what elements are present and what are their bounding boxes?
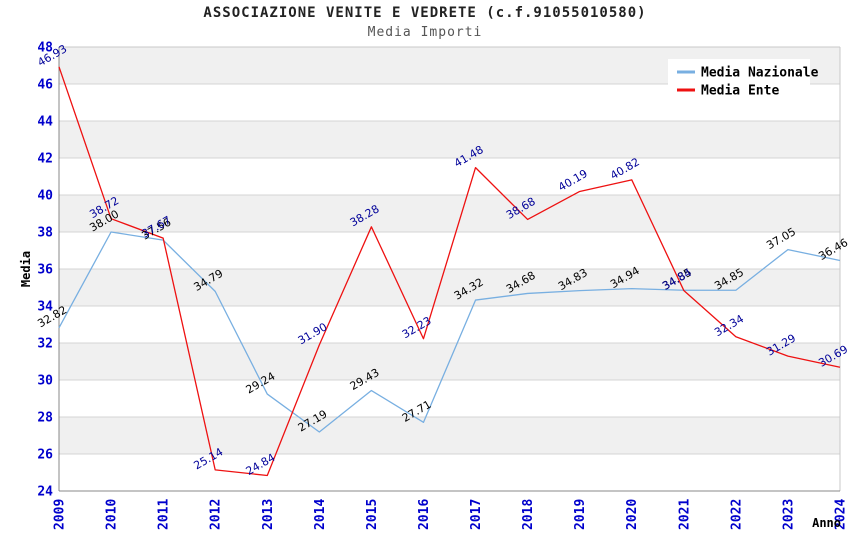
y-tick-label: 42 (37, 152, 53, 167)
plot-band (59, 417, 840, 454)
x-tick-label: 2011 (157, 499, 172, 530)
point-label-1: 40.82 (608, 155, 642, 182)
y-axis-title: Media (19, 251, 33, 287)
point-label-1: 24.84 (244, 451, 278, 478)
x-tick-label: 2009 (53, 499, 68, 530)
x-tick-label: 2019 (573, 499, 588, 530)
x-tick-label: 2016 (417, 499, 432, 530)
legend-label-0: Media Nazionale (701, 66, 819, 81)
x-tick-label: 2015 (365, 499, 380, 530)
series-line-0 (58, 231, 841, 433)
y-tick-label: 44 (37, 115, 53, 130)
y-tick-label: 34 (37, 300, 53, 315)
x-tick-label: 2017 (469, 499, 484, 530)
series-line-1 (58, 66, 841, 477)
x-tick-label: 2014 (313, 499, 328, 530)
x-tick-label: 2010 (105, 499, 120, 530)
y-tick-label: 46 (37, 78, 53, 93)
x-tick-label: 2013 (261, 499, 276, 530)
y-tick-label: 24 (37, 485, 53, 500)
plot-band (59, 195, 840, 232)
x-tick-label: 2021 (677, 499, 692, 530)
chart-title: ASSOCIAZIONE VENITE E VEDRETE (c.f.91055… (203, 5, 647, 21)
y-tick-label: 38 (37, 226, 53, 241)
point-label-1: 32.34 (712, 312, 746, 339)
x-tick-label: 2024 (834, 499, 849, 530)
x-tick-label: 2012 (209, 499, 224, 530)
legend-box (668, 59, 810, 104)
x-tick-label: 2022 (729, 499, 744, 530)
plot-band (59, 269, 840, 306)
y-tick-label: 26 (37, 448, 53, 463)
x-axis-title: Anno (812, 516, 841, 530)
legend-label-1: Media Ente (701, 84, 779, 99)
y-tick-label: 48 (37, 41, 53, 56)
y-tick-label: 30 (37, 374, 53, 389)
x-tick-label: 2023 (781, 499, 796, 530)
plot-band (59, 121, 840, 158)
y-tick-label: 32 (37, 337, 53, 352)
x-tick-label: 2018 (521, 499, 536, 530)
y-tick-label: 28 (37, 411, 53, 426)
y-tick-label: 36 (37, 263, 53, 278)
chart-subtitle: Media Importi (367, 25, 483, 40)
point-label-1: 32.23 (400, 314, 434, 341)
x-tick-label: 2020 (625, 499, 640, 530)
y-tick-label: 40 (37, 189, 53, 204)
